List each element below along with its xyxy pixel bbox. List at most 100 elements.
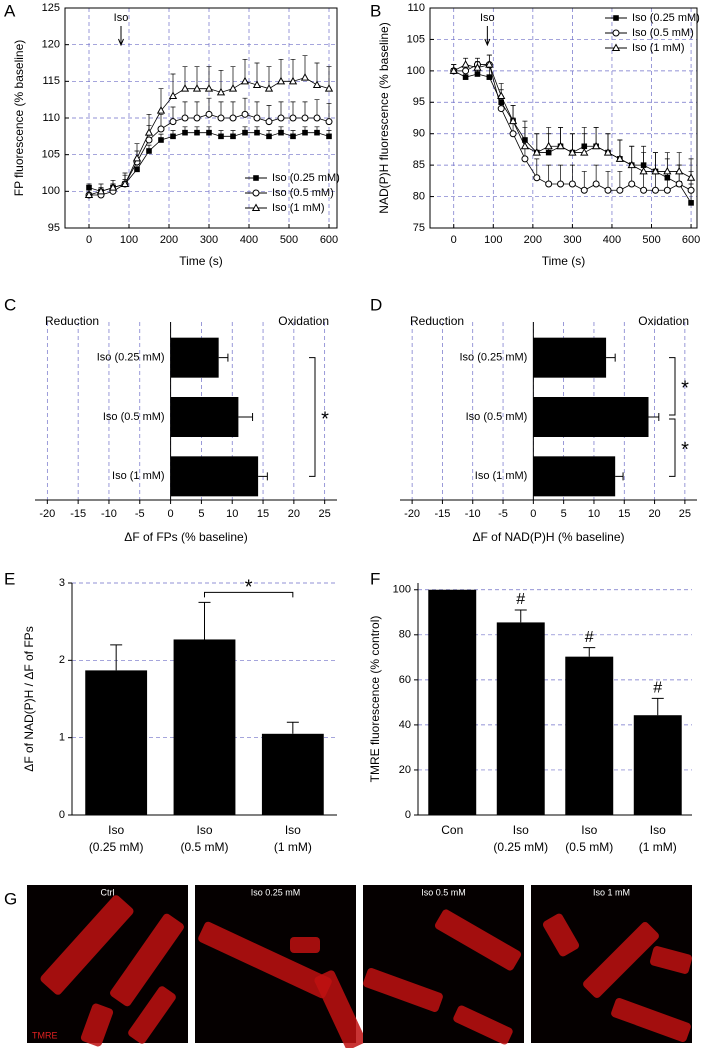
bar (633, 715, 682, 815)
marker (290, 133, 296, 140)
marker (192, 84, 202, 92)
marker (278, 129, 284, 136)
cell (434, 909, 522, 971)
marker (521, 155, 529, 163)
error-bar (198, 601, 211, 640)
y-tick-label: 0 (59, 809, 65, 821)
y-tick-label: 80 (413, 190, 425, 202)
marker (533, 174, 541, 182)
legend-marker (253, 175, 259, 181)
error-bar (583, 647, 596, 657)
legend-label: Iso (0.5 mM) (272, 187, 334, 199)
image-title: Ctrl (101, 887, 115, 897)
panel-letter: G (4, 889, 17, 908)
marker (254, 129, 260, 136)
marker (300, 73, 310, 81)
marker (627, 160, 636, 169)
x-tick-label: -10 (101, 508, 117, 520)
y-axis-label: NAD(P)H fluorescence (% baseline) (377, 22, 391, 213)
cell (40, 895, 134, 995)
bar (496, 622, 545, 815)
cell (110, 913, 184, 1007)
y-tick-label: 90 (413, 128, 425, 140)
cell (453, 1005, 513, 1045)
panel-letter: A (4, 1, 16, 20)
y-tick-label: 80 (399, 629, 411, 641)
y-tick-label: 100 (393, 584, 411, 596)
x-tick-label: 400 (603, 234, 621, 246)
marker (628, 180, 636, 188)
marker (206, 129, 212, 136)
category-label: Iso (0.25 mM) (97, 352, 165, 364)
y-tick-label: 120 (42, 39, 60, 51)
marker (508, 116, 518, 125)
marker (194, 129, 200, 136)
significance-label: # (516, 591, 525, 608)
cell (542, 913, 580, 957)
y-axis-label: TMRE fluorescence (% control) (368, 616, 382, 783)
image-title: Iso 1 mM (593, 887, 630, 897)
y-tick-label: 1 (59, 732, 65, 744)
marker (181, 114, 189, 122)
marker (180, 84, 190, 92)
panel: D -20 -15 -10 -5 0 5 10 15 20 25 ΔF of NAD(P)H (% b… (370, 295, 697, 544)
marker (252, 80, 262, 88)
marker (253, 114, 261, 122)
marker (640, 186, 648, 194)
y-tick-label: 85 (413, 159, 425, 171)
micrograph-panel: G Ctrl Iso 0.25 mM Iso 0.5 mM Iso 1 mM TMRE (4, 885, 693, 1048)
marker (301, 114, 309, 122)
marker (314, 129, 320, 136)
marker (675, 166, 684, 175)
x-tick-label: 5 (198, 508, 204, 520)
marker (675, 180, 683, 188)
marker (557, 180, 565, 188)
marker (545, 149, 552, 156)
marker (687, 186, 695, 194)
x-tick-label: (0.25 mM) (89, 840, 144, 854)
bar (85, 670, 148, 815)
marker (462, 74, 469, 80)
significance-label: * (245, 577, 253, 599)
x-tick-label: -20 (39, 508, 55, 520)
marker (461, 60, 470, 68)
marker (204, 84, 214, 92)
error-bar (648, 413, 660, 421)
marker (474, 71, 481, 77)
x-tick-label: -5 (135, 508, 145, 520)
error-bar (651, 697, 664, 716)
category-label: Iso (0.25 mM) (459, 352, 527, 364)
x-axis-label: Time (s) (179, 254, 223, 268)
marker (473, 63, 482, 71)
marker (326, 133, 332, 140)
x-axis-label: ΔF of FPs (% baseline) (124, 530, 247, 544)
marker (462, 67, 470, 75)
marker (157, 125, 165, 133)
bar (533, 397, 649, 437)
x-tick-label: 600 (320, 234, 338, 246)
legend-label: Iso (1 mM) (632, 42, 685, 54)
x-tick-label: -15 (70, 508, 86, 520)
marker (580, 148, 589, 156)
legend-marker (612, 29, 620, 37)
image-title: Iso 0.25 mM (251, 887, 301, 897)
bar (565, 656, 614, 815)
cell (649, 946, 693, 974)
bar (170, 397, 239, 437)
x-tick-label: 500 (280, 234, 298, 246)
x-tick-label: -5 (498, 508, 508, 520)
x-tick-label: 20 (648, 508, 660, 520)
annotation-arrow (118, 26, 124, 47)
x-tick-label: 25 (319, 508, 331, 520)
x-tick-label: (0.25 mM) (493, 840, 548, 854)
panel-letter: D (370, 295, 382, 314)
y-tick-label: 100 (42, 185, 60, 197)
annotation: Oxidation (278, 314, 329, 328)
plot-frame (429, 7, 698, 229)
x-tick-label: (0.5 mM) (565, 840, 613, 854)
marker (509, 130, 517, 138)
marker (545, 180, 553, 188)
y-axis-label: ΔF of NAD(P)H / ΔF of FPs (22, 626, 36, 771)
y-tick-label: 125 (42, 2, 60, 14)
